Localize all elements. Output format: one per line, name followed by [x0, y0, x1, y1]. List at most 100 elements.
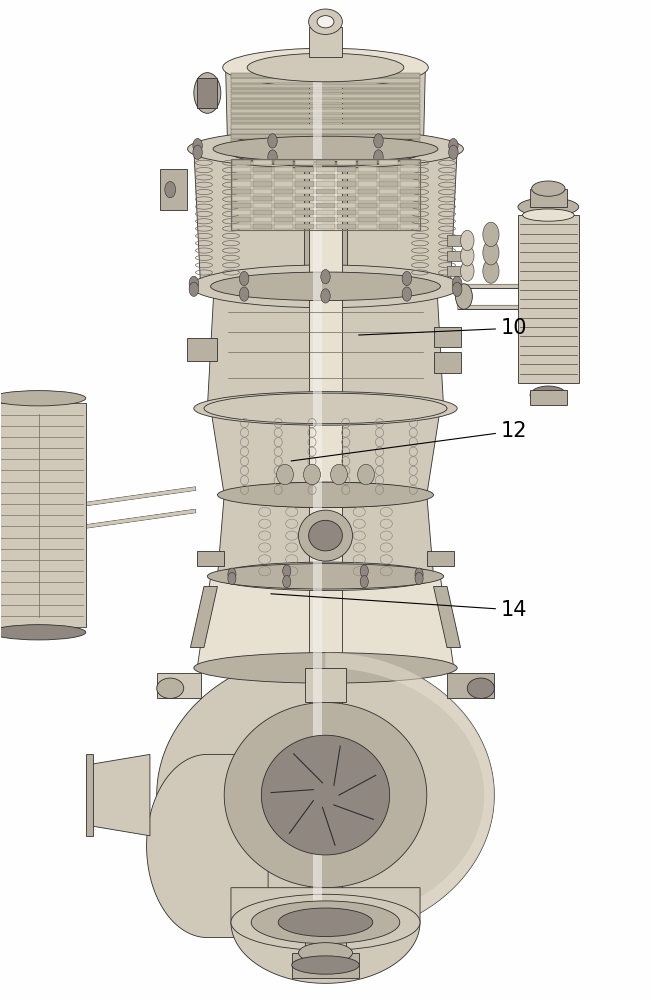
- Bar: [0, 154, 651, 205]
- Polygon shape: [261, 735, 390, 855]
- Bar: [231, 114, 420, 118]
- Bar: [357, 189, 378, 194]
- Bar: [316, 174, 335, 179]
- Bar: [253, 174, 272, 179]
- Bar: [232, 181, 251, 187]
- Bar: [427, 551, 454, 566]
- Bar: [231, 99, 420, 103]
- Bar: [231, 89, 420, 93]
- Circle shape: [452, 276, 462, 290]
- Bar: [231, 124, 420, 129]
- Ellipse shape: [0, 391, 86, 406]
- Bar: [379, 181, 398, 187]
- Bar: [316, 181, 335, 187]
- Bar: [379, 210, 398, 215]
- Ellipse shape: [223, 48, 428, 87]
- Bar: [357, 196, 378, 201]
- Circle shape: [483, 259, 499, 283]
- Bar: [337, 196, 356, 201]
- Bar: [400, 196, 419, 201]
- Bar: [295, 196, 314, 201]
- Bar: [231, 159, 420, 230]
- Bar: [337, 210, 356, 215]
- Bar: [273, 160, 294, 165]
- Ellipse shape: [247, 53, 404, 82]
- Bar: [447, 266, 464, 276]
- Bar: [0, 205, 651, 256]
- Bar: [295, 181, 314, 187]
- Bar: [253, 210, 272, 215]
- Bar: [337, 160, 356, 165]
- Ellipse shape: [224, 482, 427, 508]
- Ellipse shape: [532, 181, 565, 196]
- Bar: [253, 224, 272, 229]
- Bar: [316, 167, 335, 172]
- Bar: [337, 174, 356, 179]
- Bar: [530, 189, 566, 207]
- Bar: [0, 765, 651, 815]
- Bar: [518, 215, 579, 383]
- Circle shape: [268, 150, 277, 164]
- Bar: [357, 210, 378, 215]
- Ellipse shape: [213, 136, 438, 162]
- Bar: [232, 203, 251, 208]
- Bar: [295, 174, 314, 179]
- Bar: [316, 160, 335, 165]
- Polygon shape: [207, 286, 444, 408]
- Bar: [157, 673, 201, 698]
- Bar: [0, 403, 86, 627]
- Bar: [0, 714, 651, 765]
- Bar: [447, 235, 464, 246]
- Bar: [0, 1, 651, 52]
- Ellipse shape: [204, 393, 447, 424]
- Bar: [160, 169, 187, 210]
- Bar: [400, 167, 419, 172]
- Bar: [316, 210, 335, 215]
- Bar: [337, 203, 356, 208]
- Circle shape: [374, 150, 383, 164]
- Bar: [273, 174, 294, 179]
- Circle shape: [460, 230, 474, 251]
- Bar: [273, 196, 294, 201]
- Bar: [379, 174, 398, 179]
- Circle shape: [240, 287, 249, 301]
- Bar: [295, 224, 314, 229]
- Polygon shape: [89, 754, 150, 836]
- Polygon shape: [211, 408, 440, 495]
- Bar: [400, 224, 419, 229]
- Bar: [231, 134, 420, 139]
- Bar: [273, 224, 294, 229]
- Bar: [305, 917, 346, 958]
- Bar: [0, 917, 651, 968]
- Bar: [231, 109, 420, 113]
- Bar: [316, 203, 335, 208]
- Bar: [400, 210, 419, 215]
- Bar: [400, 217, 419, 222]
- Bar: [0, 612, 651, 663]
- Bar: [253, 167, 272, 172]
- Bar: [295, 217, 314, 222]
- Bar: [379, 224, 398, 229]
- Bar: [273, 181, 294, 187]
- Bar: [295, 189, 314, 194]
- Ellipse shape: [194, 392, 457, 425]
- Text: 10: 10: [359, 318, 527, 338]
- Ellipse shape: [331, 464, 348, 485]
- Ellipse shape: [292, 956, 359, 974]
- Polygon shape: [231, 888, 420, 983]
- Bar: [0, 459, 651, 510]
- Text: 12: 12: [291, 421, 527, 461]
- Polygon shape: [224, 703, 427, 888]
- Ellipse shape: [456, 284, 473, 309]
- Bar: [231, 73, 420, 78]
- Ellipse shape: [518, 198, 579, 216]
- Bar: [232, 196, 251, 201]
- Ellipse shape: [214, 562, 437, 591]
- Bar: [379, 203, 398, 208]
- Circle shape: [283, 575, 291, 588]
- Bar: [379, 167, 398, 172]
- Circle shape: [193, 138, 202, 153]
- Bar: [0, 510, 651, 561]
- Bar: [379, 217, 398, 222]
- Polygon shape: [191, 586, 217, 648]
